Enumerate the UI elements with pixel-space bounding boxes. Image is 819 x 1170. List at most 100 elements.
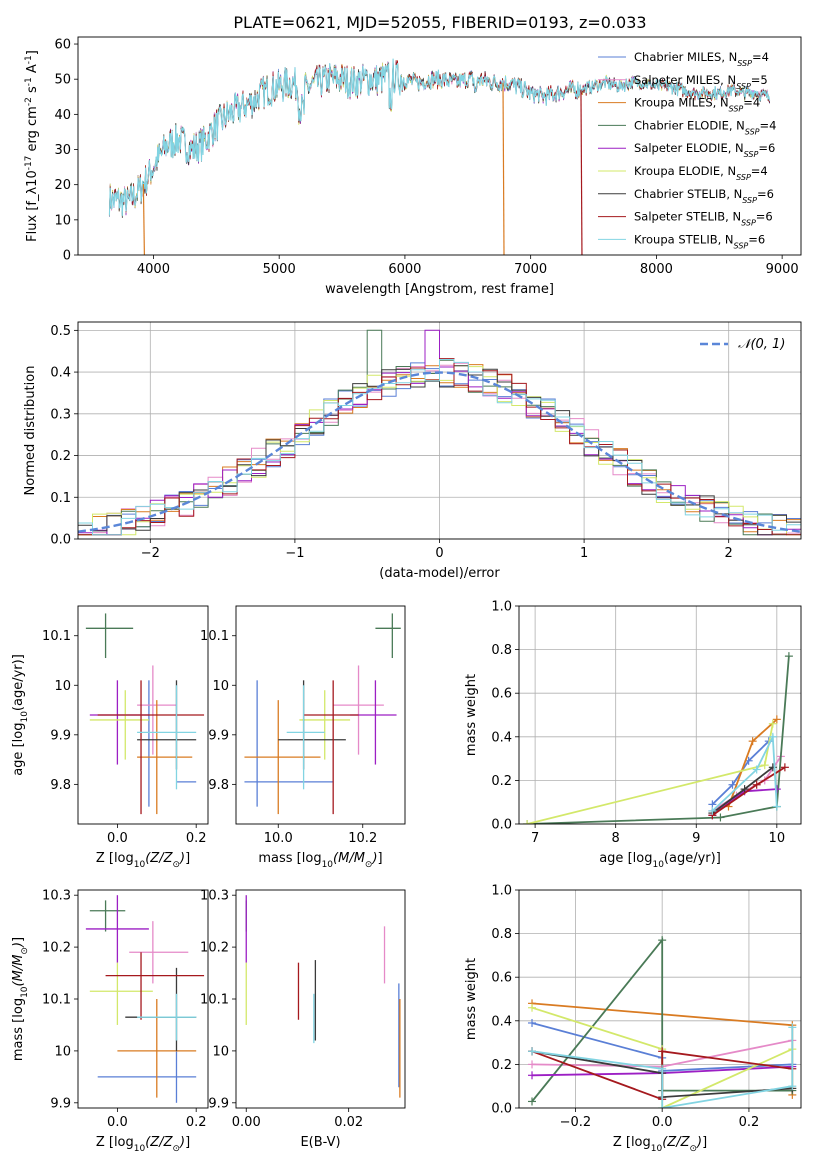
y-tick-label: 9.8 (50, 778, 71, 793)
y-tick-label: 10.3 (42, 889, 71, 904)
x-axis-label: wavelength [Angstrom, rest frame] (325, 282, 554, 297)
y-tick-label: 10.2 (200, 941, 229, 956)
y-tick-label: 0.3 (50, 407, 71, 422)
x-axis-label: age [log10(age/yr)] (599, 851, 721, 870)
y-tick-label: 0.4 (491, 730, 512, 745)
y-tick-label: 10 (212, 1044, 229, 1059)
x-tick-label: 0 (435, 546, 443, 561)
x-tick-label: 8 (612, 831, 620, 846)
y-tick-label: 0.1 (50, 491, 71, 506)
plot-area-spectrum (108, 58, 771, 255)
y-tick-label: 0.8 (491, 643, 512, 658)
plot-area-mass_weight_vs_age (519, 606, 801, 824)
panel-mass_vs_ebv: 0.00 0.02 9.9 10 10.1 10.2 10.3 E(B-V) (200, 889, 406, 1150)
spectrum-legend: Chabrier MILES, NSSP=4 Salpeter MILES, NS… (598, 50, 776, 250)
line-chabrier-elodie (531, 937, 793, 1103)
y-axis-label: Flux [f_λ10-17 erg cm-2 s-1 A-1] (24, 50, 40, 242)
y-tick-label: 0.0 (491, 1102, 512, 1117)
axes-frame (77, 889, 209, 1109)
x-tick-label: 0.00 (232, 1115, 261, 1130)
legend-entry: Salpeter STELIB, NSSP=6 (634, 210, 773, 228)
spectrum-drop (580, 89, 583, 255)
x-tick-label: 1 (580, 546, 588, 561)
y-axis-label: mass weight (464, 958, 479, 1040)
y-tick-label: 0.4 (50, 366, 71, 381)
x-tick-label: −0.2 (560, 1115, 592, 1130)
y-tick-label: 10 (54, 213, 71, 228)
legend-entry: Kroupa ELODIE, NSSP=4 (634, 164, 768, 182)
y-tick-label: 0.8 (491, 927, 512, 942)
legend-entry: Chabrier STELIB, NSSP=6 (634, 187, 774, 205)
x-tick-label: 10 (769, 831, 786, 846)
legend-entry: Chabrier MILES, NSSP=4 (634, 50, 769, 68)
panel-age_vs_mass: 10.0 10.2 9.8 9.9 10 10.1 mass [log10(M/M⊙)] (200, 605, 406, 870)
y-tick-label: 0.2 (50, 449, 71, 464)
x-tick-label: 0.0 (107, 1115, 128, 1130)
spectrum-drop (502, 82, 505, 255)
x-axis-label: (data-model)/error (379, 566, 500, 581)
axes-frame (235, 605, 406, 825)
x-tick-label: 8000 (640, 262, 673, 277)
axes-frame (518, 889, 802, 1109)
y-axis-label: Normed distribution (23, 366, 38, 496)
x-tick-label: 7 (531, 831, 539, 846)
legend-entry: Kroupa STELIB, NSSP=6 (634, 232, 765, 250)
x-tick-label: 9 (692, 831, 700, 846)
x-tick-label: 0.2 (186, 1115, 207, 1130)
axes-frame (77, 321, 802, 540)
histogram-salpeter-elodie (78, 329, 801, 536)
y-tick-label: 10 (212, 679, 229, 694)
y-tick-label: 9.9 (50, 1096, 71, 1111)
x-tick-label: 10.2 (348, 831, 377, 846)
y-tick-label: 1.0 (491, 884, 512, 899)
x-tick-label: 0.02 (334, 1115, 363, 1130)
y-tick-label: 50 (54, 73, 71, 88)
x-tick-label: −1 (285, 546, 304, 561)
y-tick-label: 9.9 (50, 728, 71, 743)
plot-area-mass_weight_vs_Z (519, 890, 801, 1108)
panel-mass_weight_vs_age: 7 8 9 10 0.0 0.2 0.4 0.6 0.8 1.0 age [log10(age/yr… (464, 600, 802, 870)
legend-entry: 𝒩(0, 1) (738, 337, 785, 352)
axes-frame (518, 605, 802, 825)
legend-entry: Salpeter ELODIE, NSSP=6 (634, 141, 775, 159)
legend-entry: Kroupa MILES, NSSP=4 (634, 96, 760, 114)
x-tick-label: 9000 (766, 262, 799, 277)
axes-frame (77, 605, 209, 825)
line-chabrier-elodie (527, 656, 790, 824)
x-tick-label: 6000 (388, 262, 421, 277)
x-tick-label: 0.2 (739, 1115, 760, 1130)
legend-entry: Chabrier ELODIE, NSSP=4 (634, 118, 776, 136)
y-tick-label: 60 (54, 38, 71, 53)
line-kroupa-miles (727, 718, 778, 807)
x-tick-label: 0.0 (107, 831, 128, 846)
spectrum-line-kroupa-stelib (108, 58, 771, 216)
axes-frame (235, 889, 406, 1109)
plot-area-age_vs_Z (85, 613, 205, 815)
figure-title: PLATE=0621, MJD=52055, FIBERID=0193, z=0… (233, 13, 646, 32)
y-tick-label: 10 (54, 1044, 71, 1059)
axes-frame (77, 36, 802, 256)
y-tick-label: 1.0 (491, 600, 512, 615)
y-tick-label: 0.4 (491, 1014, 512, 1029)
x-tick-label: 0.0 (652, 1115, 673, 1130)
y-tick-label: 0.6 (491, 971, 512, 986)
x-tick-label: −2 (141, 546, 160, 561)
y-tick-label: 0.0 (50, 533, 71, 548)
x-tick-label: 0.2 (186, 831, 207, 846)
y-tick-label: 0.6 (491, 687, 512, 702)
panel-age_vs_Z: 0.0 0.2 9.8 9.9 10 10.1 Z [log10(Z/Z⊙)] age [lo… (11, 605, 209, 870)
y-tick-label: 30 (54, 143, 71, 158)
x-axis-label: Z [log10(Z/Z⊙)] (96, 851, 190, 870)
gaussian-curve (78, 371, 801, 533)
y-tick-label: 40 (54, 108, 71, 123)
y-tick-label: 10.2 (42, 941, 71, 956)
line-kroupa-stelib (531, 1027, 794, 1108)
x-tick-label: 5000 (263, 262, 296, 277)
spectrum-drop (142, 183, 145, 255)
x-tick-label: 7000 (514, 262, 547, 277)
x-tick-label: 10.0 (264, 831, 293, 846)
y-tick-label: 0.2 (491, 774, 512, 789)
panel-spectrum: 4000 5000 6000 7000 8000 9000 0 10 20 30 40 50 60 wav… (24, 36, 802, 297)
y-tick-label: 10.1 (42, 629, 71, 644)
line-kroupa-stelib (711, 733, 778, 812)
